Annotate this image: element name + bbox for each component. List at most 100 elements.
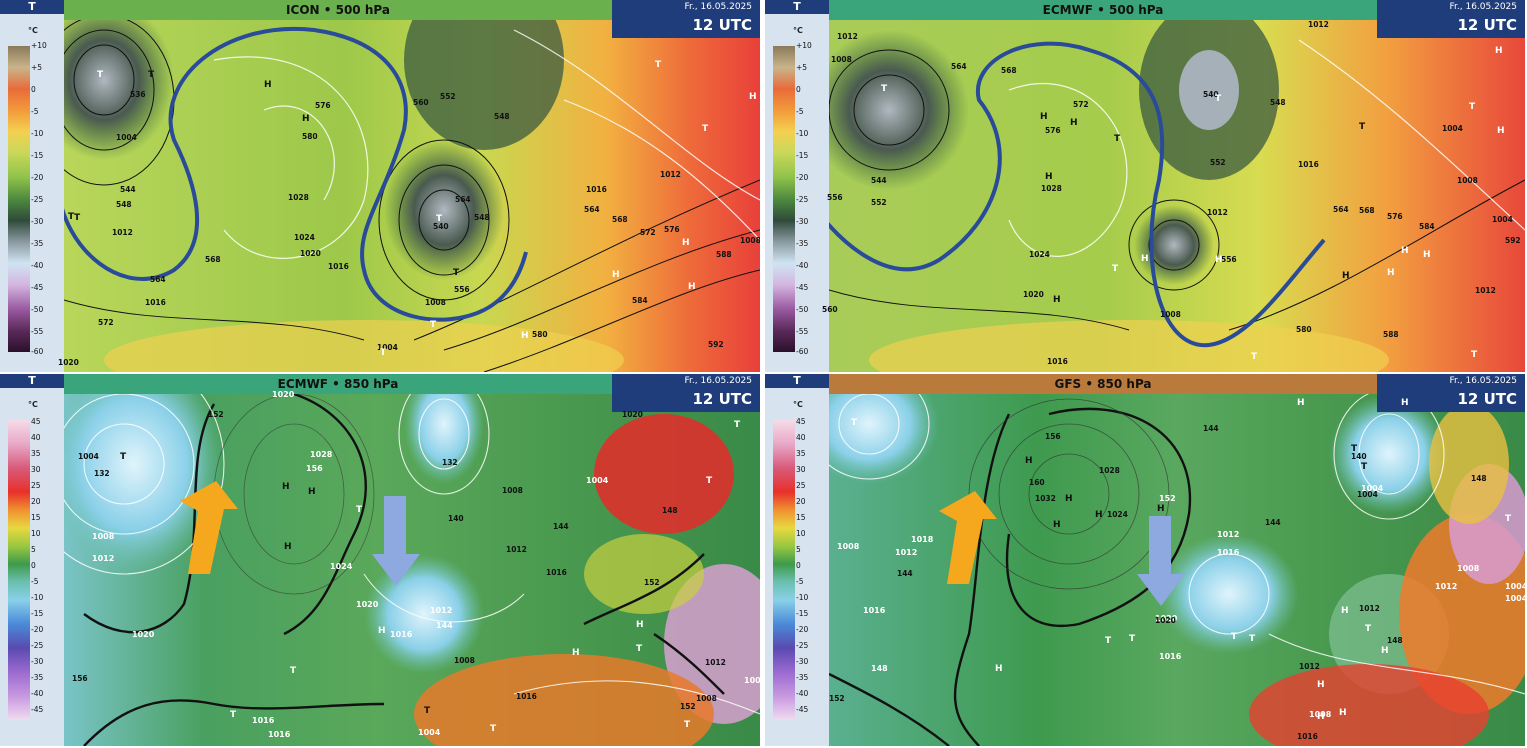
center-mark: H [1497,126,1505,136]
contour-label: 556 [827,193,843,202]
contour-label: 152 [680,702,696,711]
tick-label: -35 [796,239,809,248]
contour-label: 564 [455,195,471,204]
center-mark: H [1297,398,1305,408]
tick-label: -25 [31,641,44,650]
center-mark: T [1112,264,1119,274]
time-label: 12 UTC [692,390,752,408]
tick-label: 15 [31,513,41,522]
contour-label: 548 [494,112,510,121]
center-mark: T [97,70,104,80]
contour-label: 148 [871,664,888,673]
tick-label: -30 [796,657,809,666]
center-mark: H [1070,118,1078,128]
center-mark: H [572,648,580,658]
contour-label: 1004 [78,452,99,461]
contour-label: 1012 [1359,604,1380,613]
contour-label: 1012 [1475,286,1496,295]
center-mark: T [1251,352,1258,362]
contour-label: 1008 [454,656,475,665]
contour-label: 1028 [1041,184,1062,193]
contour-label: 1020 [356,600,379,609]
center-mark: T [734,420,741,430]
center-mark: H [1065,494,1073,504]
contour-label: 564 [1333,205,1349,214]
contour-label: 576 [1387,212,1403,221]
contour-label: 144 [1203,424,1219,433]
date-label: Fr., 16.05.2025 [684,376,752,386]
tick-label: -15 [796,151,809,160]
contour-label: 132 [94,469,110,478]
contour-label: 144 [436,621,453,630]
center-mark: T [1129,634,1136,644]
tick-label: 5 [31,545,36,554]
center-mark: H [1215,255,1223,265]
contour-label: 1012 [1308,20,1329,29]
time-label: 12 UTC [1457,390,1517,408]
tick-label: 20 [31,497,41,506]
panel-title: ECMWF • 500 hPa [829,0,1377,20]
tick-label: 0 [31,561,36,570]
center-mark: H [302,114,310,124]
tick-label: -25 [31,195,44,204]
tick-label: -20 [31,173,44,182]
contour-label: 1020 [1155,616,1176,625]
contour-label: 1008 [1309,710,1332,719]
tick-label: -15 [31,151,44,160]
center-mark: H [1387,268,1395,278]
date-label: Fr., 16.05.2025 [1449,376,1517,386]
panel-ecmwf-500: T °C +10 +5 0 -5 -10 -15 -20 -25 -30 -35… [765,0,1525,372]
tick-label: 15 [796,513,806,522]
tick-label: -10 [796,593,809,602]
center-mark: T [1361,462,1368,472]
contour-label: 132 [442,458,458,467]
center-mark: T [636,644,643,654]
tick-label: 35 [796,449,806,458]
contour-label: 580 [302,132,318,141]
contour-label: 1008 [425,298,446,307]
contour-label: 1008 [740,236,760,245]
center-mark: H [1339,708,1347,718]
center-mark: T [1231,632,1238,642]
tick-label: +10 [31,41,47,50]
contour-label: 1016 [328,262,349,271]
center-mark: T [430,320,437,330]
tick-label: -30 [31,657,44,666]
center-mark: T [1471,350,1478,360]
center-mark: T [290,666,297,676]
contour-label: 560 [822,305,838,314]
contour-label: 548 [474,213,490,222]
contour-label: 1016 [1159,652,1182,661]
legend-unit: °C [28,400,38,409]
tick-label: 40 [796,433,806,442]
contour-label: 552 [1210,158,1226,167]
tick-label: -30 [31,217,44,226]
panel-title: GFS • 850 hPa [829,374,1377,394]
contour-label: 1016 [1297,732,1318,741]
contour-label: 556 [1221,255,1237,264]
contour-label: 1020 [300,249,321,258]
contour-label: 156 [1045,432,1061,441]
tick-label: 10 [31,529,41,538]
contour-label: 1012 [1217,530,1240,539]
contour-label: 564 [951,62,967,71]
up-arrow-icon [180,481,238,574]
tick-label: 30 [31,465,41,474]
tick-label: 5 [796,545,801,554]
contour-label: 1028 [310,450,333,459]
legend-title: T [0,374,64,388]
tick-label: -55 [796,327,809,336]
contour-label: 576 [315,101,331,110]
contour-label: 1012 [506,545,527,554]
center-mark: T [702,124,709,134]
tick-label: +5 [796,63,808,72]
center-mark: H [1317,680,1325,690]
contour-label: 568 [1001,66,1017,75]
center-mark: H [284,542,292,552]
tick-label: -40 [31,261,44,270]
panel-ecmwf-850: T °C 45 40 35 30 25 [0,374,760,746]
contour-label: 1008 [92,532,115,541]
contour-label: 1004 [744,676,760,685]
contour-label: 1012 [1207,208,1228,217]
panel-title: ICON • 500 hPa [64,0,612,20]
